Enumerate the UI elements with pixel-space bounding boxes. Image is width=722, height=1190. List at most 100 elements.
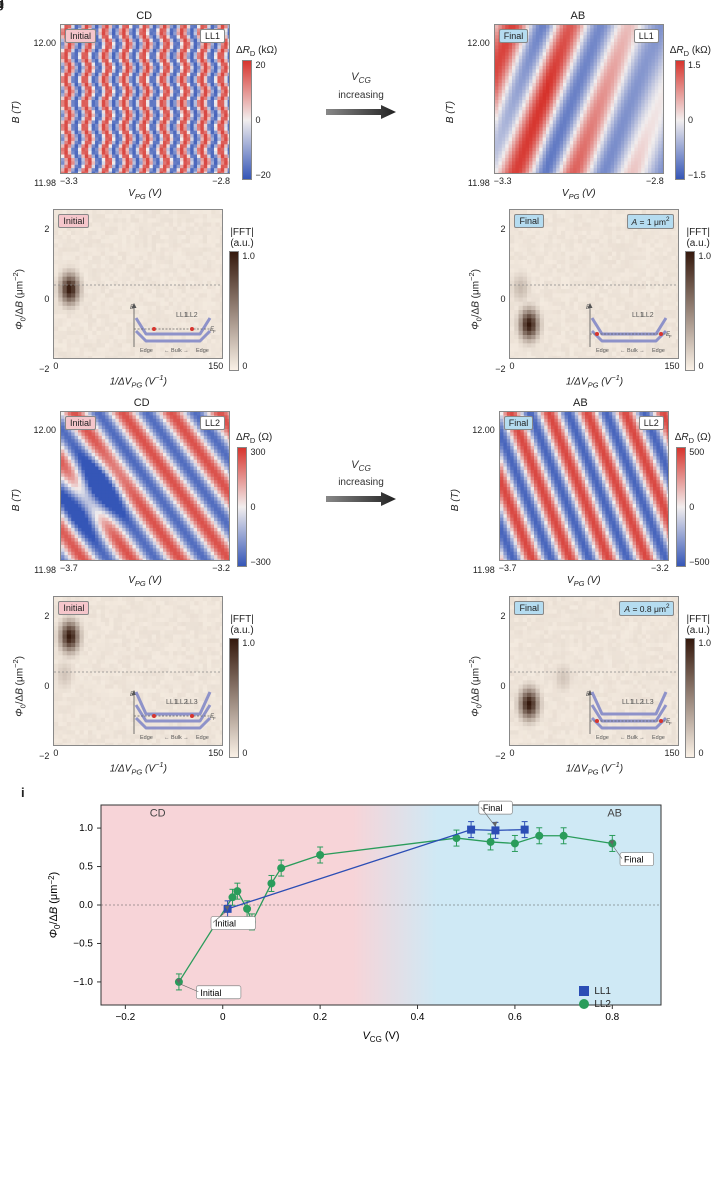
row-ab: a CD B (T) 12.00 11.98 Initial LL1 −3.3 …	[11, 10, 711, 201]
panel-h-xlabel: 1/ΔVPG (V−1)	[509, 760, 679, 776]
badge-d-area: A = 1 μm2	[627, 214, 675, 229]
arrow-label-1: VCG	[351, 71, 371, 85]
cbtick: 1.0	[242, 638, 255, 648]
row-cd: c Φ0/ΔB (μm−2) 2 0 −2 Initial E EF LL2LL	[11, 209, 711, 389]
badge-b: Final	[499, 29, 529, 43]
ytick: −2	[39, 364, 49, 374]
fft-d: Final A = 1 μm2 E EF LL2LL1 Edge ← Bulk …	[509, 209, 679, 359]
ytick: 2	[500, 224, 505, 234]
legend-ll1-label: LL1	[594, 986, 611, 997]
panel-label-h: h	[0, 0, 4, 11]
arrow-icon	[326, 105, 396, 119]
xtick: 150	[208, 748, 223, 758]
colorbar-b	[675, 60, 685, 180]
xtick: 150	[664, 748, 679, 758]
xtick: 0	[53, 361, 58, 371]
panel-i: i −0.200.20.40.60.8−1.0−0.50.00.51.0VCG …	[11, 785, 711, 1045]
heatmap-b-svg	[495, 25, 664, 174]
cbtick: 0	[242, 748, 255, 758]
cb-c-label: |FFT|(a.u.)	[230, 227, 254, 249]
cbtick: 0	[698, 361, 711, 371]
ytick: 2	[500, 611, 505, 621]
cb-g-label: |FFT|(a.u.)	[230, 614, 254, 636]
ytick: 12.00	[467, 38, 490, 48]
ytick: 0	[44, 681, 49, 691]
panel-e-title: CD	[134, 397, 150, 409]
cbtick: −20	[255, 170, 270, 180]
cbtick: 0	[689, 502, 709, 512]
ytick: 11.98	[468, 178, 490, 188]
chart-i: −0.200.20.40.60.8−1.0−0.50.00.51.0VCG (V…	[41, 795, 681, 1045]
ytick: 0	[500, 294, 505, 304]
arrow-ab: VCG increasing	[316, 10, 406, 180]
badge-d: Final	[514, 214, 544, 228]
xtick: −2.8	[646, 176, 664, 186]
badge-e-ll: LL2	[200, 416, 225, 430]
arrow-label-4: increasing	[338, 477, 384, 488]
cbtick: 1.0	[242, 251, 255, 261]
arrow-label-3: VCG	[351, 459, 371, 473]
xtick: −3.2	[212, 563, 230, 573]
heatmap-a: Initial LL1	[60, 24, 230, 174]
heatmap-a-svg	[61, 25, 230, 174]
heatmap-f: Final LL2	[499, 411, 669, 561]
cb-e-label: ΔRD (Ω)	[236, 432, 272, 445]
panel-b: b AB B (T) 12.00 11.98 Final LL1 −3.3 −2…	[445, 10, 711, 201]
ytick: 11.98	[34, 178, 56, 188]
inset-d: E EF LL2LL1 Edge ← Bulk → Edge	[584, 299, 674, 354]
heatmap-e: Initial LL2	[60, 411, 230, 561]
inset-c: E EF LL2LL1 Edge ← Bulk → Edge	[128, 299, 218, 354]
cbtick: −300	[250, 557, 270, 567]
cbtick: 20	[255, 60, 270, 70]
xtick: 0	[509, 748, 514, 758]
panel-f: f AB B (T) 12.00 11.98 Final LL2 −3.7 −3…	[450, 397, 711, 588]
heatmap-b: Final LL1	[494, 24, 664, 174]
badge-g: Initial	[58, 601, 89, 615]
ytick: −2	[495, 364, 505, 374]
ytick: 12.00	[33, 425, 56, 435]
panel-h: h Φ0/ΔB (μm−2) 2 0 −2 Final A = 0.8 μm2 …	[467, 596, 711, 776]
panel-c-xlabel: 1/ΔVPG (V−1)	[53, 373, 223, 389]
row-ef: e CD B (T) 12.00 11.98 Initial LL2 −3.7 …	[11, 397, 711, 588]
colorbar-d	[685, 251, 695, 371]
panel-f-ylabel: B (T)	[450, 489, 461, 511]
panel-e-xlabel: VPG (V)	[60, 575, 230, 588]
xtick: −2.8	[212, 176, 230, 186]
panel-e-ylabel: B (T)	[11, 489, 22, 511]
panel-g: g Φ0/ΔB (μm−2) 2 0 −2 Initial E EF LL3LL	[11, 596, 255, 776]
legend-ll2-icon	[579, 999, 589, 1009]
ytick: 12.00	[472, 425, 495, 435]
panel-label-i: i	[21, 785, 25, 800]
panel-d: d Φ0/ΔB (μm−2) 2 0 −2 Final A = 1 μm2 E	[467, 209, 711, 389]
cb-h-label: |FFT|(a.u.)	[686, 614, 710, 636]
badge-a-ll: LL1	[200, 29, 225, 43]
arrow-ef: VCG increasing	[316, 397, 406, 567]
cbtick: 300	[250, 447, 270, 457]
cb-d-label: |FFT|(a.u.)	[686, 227, 710, 249]
badge-f: Final	[504, 416, 534, 430]
cbtick: 0	[242, 361, 255, 371]
colorbar-e	[237, 447, 247, 567]
fft-h: Final A = 0.8 μm2 E EF LL3LL2LL1 Edge ← …	[509, 596, 679, 746]
ytick: 2	[44, 224, 49, 234]
cbtick: 0	[688, 115, 706, 125]
ytick: 2	[44, 611, 49, 621]
panel-a-title: CD	[136, 10, 152, 22]
badge-b-ll: LL1	[634, 29, 659, 43]
colorbar-a	[242, 60, 252, 180]
badge-h-area: A = 0.8 μm2	[619, 601, 674, 616]
panel-f-xlabel: VPG (V)	[499, 575, 669, 588]
cbtick: −500	[689, 557, 709, 567]
panel-h-ylabel: Φ0/ΔB (μm−2)	[467, 656, 483, 717]
cbtick: 1.0	[698, 251, 711, 261]
cbtick: 0	[698, 748, 711, 758]
cb-f-label: ΔRD (Ω)	[675, 432, 711, 445]
cbtick: 1.5	[688, 60, 706, 70]
panel-b-xlabel: VPG (V)	[494, 188, 664, 201]
xtick: −3.7	[60, 563, 78, 573]
colorbar-h	[685, 638, 695, 758]
xtick: −3.3	[494, 176, 512, 186]
fft-g: Initial E EF LL3LL2LL1 Edge ← Bulk → Edg…	[53, 596, 223, 746]
badge-h: Final	[514, 601, 544, 615]
panel-a: a CD B (T) 12.00 11.98 Initial LL1 −3.3 …	[11, 10, 277, 201]
